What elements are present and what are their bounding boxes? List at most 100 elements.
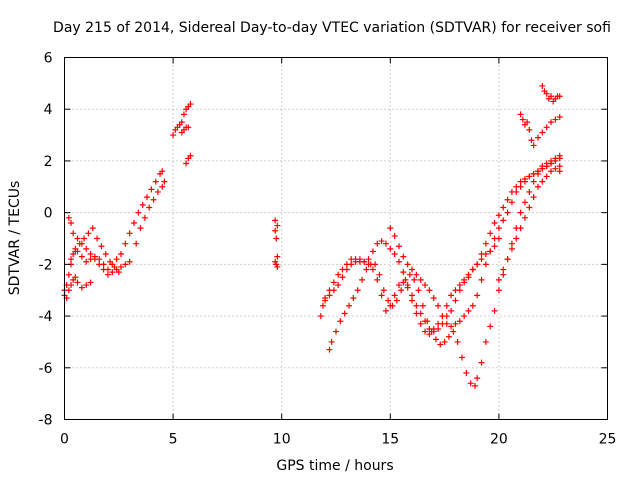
data-point bbox=[363, 266, 370, 273]
data-point bbox=[448, 323, 455, 330]
data-point bbox=[326, 292, 333, 299]
data-point bbox=[117, 263, 124, 270]
data-point bbox=[556, 113, 563, 120]
data-point bbox=[465, 271, 472, 278]
data-point bbox=[526, 126, 533, 133]
x-tick-label: 5 bbox=[169, 432, 178, 448]
data-point bbox=[395, 243, 402, 250]
data-point bbox=[322, 297, 329, 304]
data-point bbox=[543, 160, 550, 167]
data-point bbox=[491, 235, 498, 242]
x-tick-label: 0 bbox=[60, 432, 69, 448]
data-point bbox=[517, 209, 524, 216]
data-point bbox=[504, 209, 511, 216]
data-point bbox=[435, 302, 442, 309]
data-point bbox=[556, 168, 563, 175]
data-point bbox=[122, 261, 129, 268]
data-point bbox=[448, 292, 455, 299]
data-point bbox=[161, 178, 168, 185]
data-point bbox=[74, 279, 81, 286]
data-point bbox=[487, 248, 494, 255]
data-point bbox=[319, 302, 326, 309]
data-point bbox=[65, 287, 72, 294]
data-point bbox=[482, 338, 489, 345]
data-point bbox=[417, 310, 424, 317]
data-point bbox=[330, 279, 337, 286]
y-tick-labels: -8 -6 -4 -2 0 2 4 6 bbox=[39, 51, 53, 429]
data-point bbox=[369, 266, 376, 273]
data-point bbox=[495, 212, 502, 219]
data-point bbox=[365, 261, 372, 268]
data-point bbox=[426, 287, 433, 294]
data-point bbox=[109, 269, 116, 276]
data-point bbox=[115, 269, 122, 276]
data-point bbox=[504, 196, 511, 203]
data-point bbox=[391, 232, 398, 239]
data-point bbox=[422, 328, 429, 335]
data-point bbox=[539, 129, 546, 136]
data-point bbox=[487, 230, 494, 237]
data-point bbox=[113, 256, 120, 263]
data-point bbox=[89, 225, 96, 232]
data-point bbox=[495, 276, 502, 283]
data-point bbox=[180, 111, 187, 118]
data-point bbox=[348, 261, 355, 268]
data-point bbox=[500, 204, 507, 211]
data-point bbox=[154, 188, 161, 195]
data-point bbox=[450, 328, 457, 335]
data-point bbox=[380, 287, 387, 294]
y-tick-label: -4 bbox=[39, 309, 53, 325]
data-point bbox=[170, 132, 177, 139]
data-point bbox=[409, 292, 416, 299]
data-point bbox=[126, 258, 133, 265]
data-point bbox=[356, 256, 363, 263]
data-point bbox=[474, 261, 481, 268]
data-point bbox=[335, 282, 342, 289]
x-tick-label: 20 bbox=[490, 432, 508, 448]
data-point bbox=[491, 307, 498, 314]
data-point bbox=[273, 235, 280, 242]
data-point bbox=[337, 318, 344, 325]
data-point bbox=[417, 276, 424, 283]
data-point bbox=[422, 282, 429, 289]
data-point bbox=[83, 245, 90, 252]
data-point bbox=[404, 261, 411, 268]
data-point bbox=[469, 266, 476, 273]
data-point bbox=[317, 313, 324, 320]
data-point bbox=[413, 302, 420, 309]
data-point bbox=[122, 240, 129, 247]
data-point bbox=[183, 160, 190, 167]
data-point bbox=[526, 204, 533, 211]
data-point bbox=[369, 248, 376, 255]
data-point bbox=[350, 294, 357, 301]
data-point bbox=[521, 214, 528, 221]
data-point bbox=[435, 326, 442, 332]
data-point bbox=[359, 276, 366, 283]
data-point bbox=[78, 253, 85, 260]
data-point bbox=[517, 183, 524, 190]
data-point bbox=[133, 240, 140, 247]
data-point bbox=[111, 263, 118, 270]
data-point bbox=[68, 282, 75, 289]
data-point bbox=[187, 152, 194, 159]
data-point bbox=[117, 251, 124, 258]
data-point bbox=[333, 328, 339, 335]
data-point bbox=[454, 338, 461, 345]
data-point bbox=[361, 258, 368, 265]
data-point bbox=[391, 251, 398, 258]
data-point bbox=[83, 258, 90, 265]
data-point bbox=[385, 297, 392, 304]
data-point bbox=[274, 263, 281, 270]
data-point bbox=[543, 90, 550, 97]
data-point bbox=[513, 235, 520, 242]
data-point bbox=[76, 240, 83, 247]
data-point bbox=[487, 323, 494, 330]
data-point bbox=[354, 287, 361, 294]
data-point bbox=[72, 274, 79, 281]
data-points bbox=[61, 82, 563, 389]
data-point bbox=[478, 359, 485, 366]
data-point bbox=[448, 307, 455, 314]
data-point bbox=[343, 266, 350, 273]
data-point bbox=[74, 235, 81, 242]
